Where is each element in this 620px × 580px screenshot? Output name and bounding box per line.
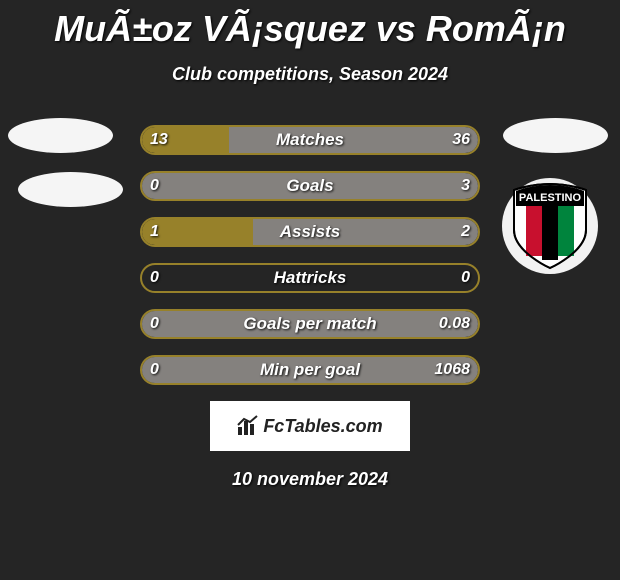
bar-fill-right xyxy=(229,127,478,153)
bar-outline xyxy=(140,263,480,293)
bar-outline xyxy=(140,309,480,339)
stats-chart: 1336Matches 03Goals 12Assists 00Hattricks 00… xyxy=(0,125,620,385)
stat-row: 1336Matches xyxy=(140,125,480,155)
date-text: 10 november 2024 xyxy=(0,451,620,490)
bar-fill-right xyxy=(142,311,478,337)
bar-outline xyxy=(140,355,480,385)
page-title: MuÃ±oz VÃ¡squez vs RomÃ¡n xyxy=(0,0,620,50)
bar-fill-left xyxy=(142,219,253,245)
branding-text: FcTables.com xyxy=(263,416,382,437)
stat-row: 00.08Goals per match xyxy=(140,309,480,339)
stat-row: 01068Min per goal xyxy=(140,355,480,385)
branding-box: FcTables.com xyxy=(210,401,410,451)
fctables-logo: FcTables.com xyxy=(237,415,382,437)
bar-fill-right xyxy=(142,173,478,199)
bar-fill-right xyxy=(253,219,478,245)
stat-row: 00Hattricks xyxy=(140,263,480,293)
stat-row: 03Goals xyxy=(140,171,480,201)
chart-bars-icon xyxy=(237,415,259,437)
stat-row: 12Assists xyxy=(140,217,480,247)
bar-outline xyxy=(140,171,480,201)
bar-fill-left xyxy=(142,127,229,153)
page-subtitle: Club competitions, Season 2024 xyxy=(0,50,620,85)
bar-outline xyxy=(140,125,480,155)
bar-fill-right xyxy=(142,357,478,383)
bar-outline xyxy=(140,217,480,247)
